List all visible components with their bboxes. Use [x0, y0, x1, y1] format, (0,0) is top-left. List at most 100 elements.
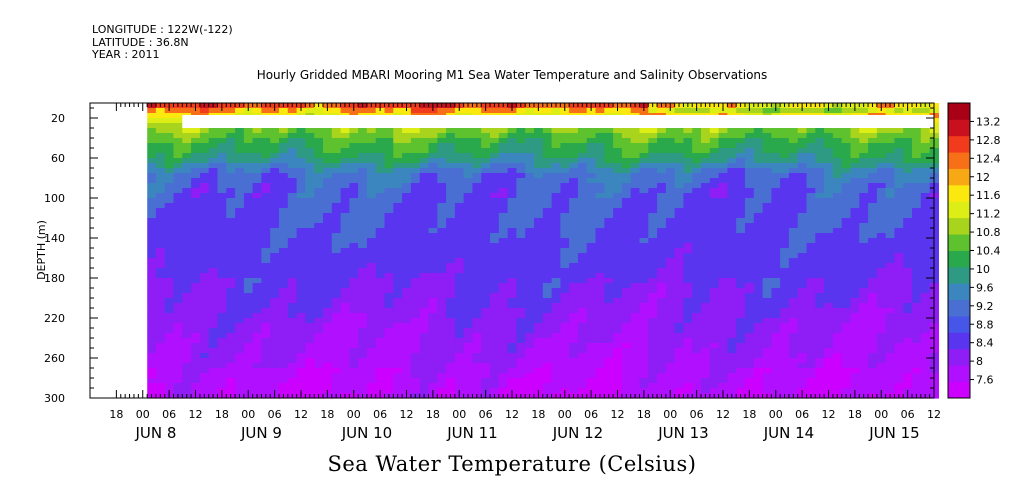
heatmap-cell: [147, 118, 157, 124]
heatmap-cell: [577, 198, 588, 204]
heatmap-cell: [639, 348, 649, 354]
heatmap-cell: [595, 388, 605, 394]
heatmap-cell: [771, 333, 781, 339]
heatmap-cell: [621, 238, 632, 244]
heatmap-cell: [859, 263, 869, 269]
heatmap-cell: [164, 333, 175, 339]
heatmap-cell: [762, 303, 772, 309]
heatmap-cell: [437, 193, 447, 199]
heatmap-cell: [806, 333, 816, 339]
heatmap-cell: [797, 148, 808, 154]
heatmap-cell: [577, 348, 588, 354]
heatmap-cell: [771, 228, 781, 234]
heatmap-cell: [665, 248, 676, 254]
heatmap-cell: [542, 148, 553, 154]
heatmap-cell: [490, 313, 500, 319]
heatmap-cell: [349, 213, 359, 219]
heatmap-cell: [314, 168, 324, 174]
heatmap-cell: [226, 228, 236, 234]
heatmap-cell: [490, 283, 500, 289]
heatmap-cell: [788, 333, 799, 339]
heatmap-cell: [498, 358, 509, 364]
heatmap-cell: [208, 368, 219, 374]
heatmap-cell: [323, 343, 333, 349]
heatmap-cell: [199, 153, 210, 159]
heatmap-cell: [551, 193, 561, 199]
heatmap-cell: [261, 213, 271, 219]
heatmap-cell: [753, 153, 764, 159]
heatmap-cell: [859, 188, 869, 194]
heatmap-cell: [648, 343, 658, 349]
heatmap-cell: [692, 148, 702, 154]
heatmap-cell: [199, 218, 210, 224]
heatmap-cell: [542, 293, 553, 299]
heatmap-cell: [410, 288, 421, 294]
heatmap-cell: [709, 333, 720, 339]
heatmap-cell: [191, 348, 201, 354]
heatmap-cell: [191, 268, 201, 274]
heatmap-cell: [551, 108, 561, 114]
heatmap-cell: [243, 168, 254, 174]
heatmap-cell: [384, 243, 394, 249]
heatmap-cell: [155, 248, 166, 254]
heatmap-cell: [182, 238, 192, 244]
heatmap-cell: [375, 348, 386, 354]
heatmap-cell: [463, 228, 473, 234]
heatmap-cell: [542, 323, 553, 329]
heatmap-cell: [542, 193, 553, 199]
heatmap-cell: [173, 173, 183, 179]
heatmap-cell: [525, 283, 535, 289]
heatmap-cell: [402, 363, 412, 369]
heatmap-cell: [164, 208, 175, 214]
heatmap-cell: [692, 333, 702, 339]
heatmap-cell: [182, 328, 192, 334]
heatmap-cell: [410, 323, 421, 329]
heatmap-cell: [446, 323, 456, 329]
heatmap-cell: [709, 328, 720, 334]
heatmap-cell: [806, 363, 816, 369]
heatmap-cell: [551, 198, 561, 204]
heatmap-cell: [261, 128, 271, 134]
heatmap-cell: [490, 293, 500, 299]
heatmap-cell: [507, 383, 517, 389]
heatmap-cell: [314, 173, 324, 179]
heatmap-cell: [243, 128, 254, 134]
heatmap-cell: [331, 203, 342, 209]
heatmap-cell: [657, 108, 667, 114]
heatmap-cell: [507, 173, 517, 179]
heatmap-cell: [577, 363, 588, 369]
heatmap-cell: [604, 213, 614, 219]
heatmap-cell: [639, 173, 649, 179]
heatmap-cell: [182, 178, 192, 184]
heatmap-cell: [718, 298, 728, 304]
heatmap-cell: [692, 283, 702, 289]
heatmap-cell: [604, 333, 614, 339]
heatmap-cell: [507, 363, 517, 369]
heatmap-cell: [155, 243, 166, 249]
heatmap-cell: [402, 343, 412, 349]
heatmap-cell: [155, 338, 166, 344]
heatmap-cell: [437, 328, 447, 334]
heatmap-cell: [534, 253, 544, 259]
heatmap-cell: [525, 173, 535, 179]
heatmap-cell: [534, 208, 544, 214]
heatmap-cell: [384, 378, 394, 384]
heatmap-cell: [780, 303, 790, 309]
heatmap-cell: [490, 203, 500, 209]
heatmap-cell: [753, 383, 764, 389]
heatmap-cell: [674, 303, 684, 309]
heatmap-cell: [147, 318, 157, 324]
heatmap-cell: [841, 128, 852, 134]
heatmap-cell: [463, 363, 473, 369]
heatmap-cell: [410, 198, 421, 204]
heatmap-cell: [771, 363, 781, 369]
heatmap-cell: [287, 158, 298, 164]
heatmap-cell: [657, 128, 667, 134]
heatmap-cell: [604, 208, 614, 214]
heatmap-cell: [806, 278, 816, 284]
heatmap-cell: [806, 203, 816, 209]
heatmap-cell: [402, 308, 412, 314]
heatmap-cell: [191, 238, 201, 244]
heatmap-cell: [876, 178, 887, 184]
heatmap-cell: [885, 163, 895, 169]
